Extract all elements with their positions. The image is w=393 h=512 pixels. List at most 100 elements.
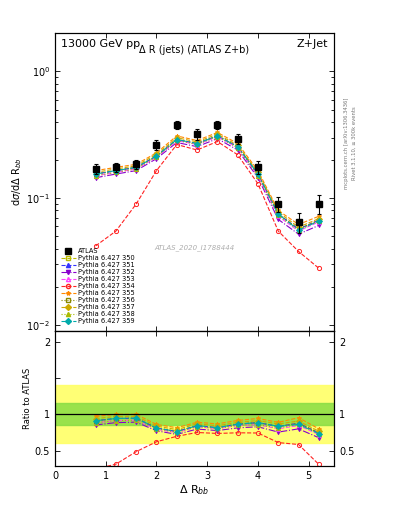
Pythia 6.427 359	[134, 164, 139, 170]
Pythia 6.427 353	[316, 219, 321, 225]
Pythia 6.427 353	[134, 166, 139, 172]
Pythia 6.427 356	[316, 217, 321, 223]
Text: mcplots.cern.ch [arXiv:1306.3436]: mcplots.cern.ch [arXiv:1306.3436]	[344, 98, 349, 189]
Pythia 6.427 353	[296, 228, 301, 234]
Pythia 6.427 357	[195, 139, 199, 145]
Pythia 6.427 355	[114, 164, 118, 170]
Pythia 6.427 359	[316, 218, 321, 224]
Pythia 6.427 354	[296, 248, 301, 254]
Pythia 6.427 357	[255, 169, 260, 176]
Pythia 6.427 356	[276, 211, 281, 217]
Line: Pythia 6.427 352: Pythia 6.427 352	[94, 137, 321, 236]
Pythia 6.427 352	[276, 217, 281, 223]
Pythia 6.427 354	[114, 228, 118, 234]
Pythia 6.427 350	[276, 211, 281, 217]
Pythia 6.427 356	[215, 133, 220, 139]
Pythia 6.427 356	[134, 164, 139, 170]
Pythia 6.427 357	[114, 166, 118, 172]
Pythia 6.427 358	[255, 173, 260, 179]
Pythia 6.427 350	[215, 133, 220, 139]
Pythia 6.427 350	[195, 140, 199, 146]
Pythia 6.427 354	[195, 147, 199, 153]
Pythia 6.427 355	[316, 213, 321, 219]
Bar	[55, 403, 334, 425]
Pythia 6.427 355	[255, 167, 260, 174]
Pythia 6.427 350	[174, 137, 179, 143]
Pythia 6.427 352	[235, 147, 240, 153]
Text: ATLAS_2020_I1788444: ATLAS_2020_I1788444	[154, 244, 235, 251]
Pythia 6.427 354	[154, 167, 159, 174]
Pythia 6.427 356	[174, 137, 179, 143]
Pythia 6.427 350	[93, 171, 98, 177]
Pythia 6.427 358	[296, 227, 301, 233]
Pythia 6.427 353	[215, 134, 220, 140]
Pythia 6.427 353	[255, 173, 260, 179]
Pythia 6.427 352	[195, 143, 199, 150]
Pythia 6.427 357	[235, 142, 240, 148]
Pythia 6.427 351	[276, 211, 281, 217]
Pythia 6.427 355	[195, 137, 199, 143]
Pythia 6.427 353	[93, 173, 98, 179]
Pythia 6.427 358	[316, 218, 321, 224]
Line: Pythia 6.427 354: Pythia 6.427 354	[94, 139, 321, 270]
Pythia 6.427 356	[195, 140, 199, 146]
Pythia 6.427 358	[276, 212, 281, 219]
Pythia 6.427 353	[235, 145, 240, 151]
Pythia 6.427 356	[235, 143, 240, 150]
Line: Pythia 6.427 351: Pythia 6.427 351	[94, 134, 321, 231]
Pythia 6.427 354	[235, 152, 240, 158]
Y-axis label: d$\sigma$/d$\Delta$ R$_{bb}$: d$\sigma$/d$\Delta$ R$_{bb}$	[10, 158, 24, 206]
Pythia 6.427 359	[93, 171, 98, 177]
Pythia 6.427 352	[93, 175, 98, 181]
Legend: ATLAS, Pythia 6.427 350, Pythia 6.427 351, Pythia 6.427 352, Pythia 6.427 353, P: ATLAS, Pythia 6.427 350, Pythia 6.427 35…	[61, 248, 134, 325]
Pythia 6.427 355	[134, 161, 139, 167]
Pythia 6.427 351	[195, 140, 199, 146]
Pythia 6.427 351	[93, 171, 98, 177]
Pythia 6.427 355	[215, 130, 220, 136]
Pythia 6.427 359	[255, 171, 260, 177]
Pythia 6.427 359	[154, 153, 159, 159]
Pythia 6.427 359	[296, 227, 301, 233]
Pythia 6.427 350	[316, 217, 321, 223]
Pythia 6.427 357	[215, 131, 220, 137]
Pythia 6.427 351	[215, 133, 220, 139]
Pythia 6.427 355	[154, 150, 159, 156]
Y-axis label: Ratio to ATLAS: Ratio to ATLAS	[23, 368, 32, 429]
Pythia 6.427 355	[93, 167, 98, 174]
Pythia 6.427 356	[296, 226, 301, 232]
Pythia 6.427 355	[174, 133, 179, 139]
Pythia 6.427 354	[255, 181, 260, 187]
Pythia 6.427 357	[93, 169, 98, 176]
Pythia 6.427 350	[296, 226, 301, 232]
Pythia 6.427 354	[93, 243, 98, 249]
Pythia 6.427 356	[255, 171, 260, 177]
Pythia 6.427 359	[276, 211, 281, 217]
Pythia 6.427 352	[215, 136, 220, 142]
X-axis label: $\Delta$ R$_{bb}$: $\Delta$ R$_{bb}$	[179, 483, 210, 497]
Pythia 6.427 352	[316, 222, 321, 228]
Line: Pythia 6.427 356: Pythia 6.427 356	[94, 134, 321, 231]
Pythia 6.427 358	[235, 145, 240, 151]
Pythia 6.427 351	[174, 137, 179, 143]
Pythia 6.427 350	[154, 153, 159, 159]
Bar	[55, 385, 334, 443]
Pythia 6.427 352	[174, 139, 179, 145]
Line: Pythia 6.427 355: Pythia 6.427 355	[94, 131, 321, 227]
Pythia 6.427 358	[134, 166, 139, 172]
Text: Rivet 3.1.10, ≥ 300k events: Rivet 3.1.10, ≥ 300k events	[352, 106, 357, 180]
Pythia 6.427 351	[134, 164, 139, 170]
Pythia 6.427 356	[114, 167, 118, 174]
Pythia 6.427 352	[114, 171, 118, 177]
Pythia 6.427 353	[154, 154, 159, 160]
Pythia 6.427 357	[316, 216, 321, 222]
Pythia 6.427 359	[235, 143, 240, 150]
Pythia 6.427 356	[93, 171, 98, 177]
Pythia 6.427 353	[174, 137, 179, 143]
Pythia 6.427 357	[296, 224, 301, 230]
Pythia 6.427 355	[276, 207, 281, 214]
Pythia 6.427 354	[215, 138, 220, 144]
Pythia 6.427 350	[114, 167, 118, 174]
Pythia 6.427 356	[154, 153, 159, 159]
Pythia 6.427 350	[134, 164, 139, 170]
Text: 13000 GeV pp: 13000 GeV pp	[61, 39, 140, 49]
